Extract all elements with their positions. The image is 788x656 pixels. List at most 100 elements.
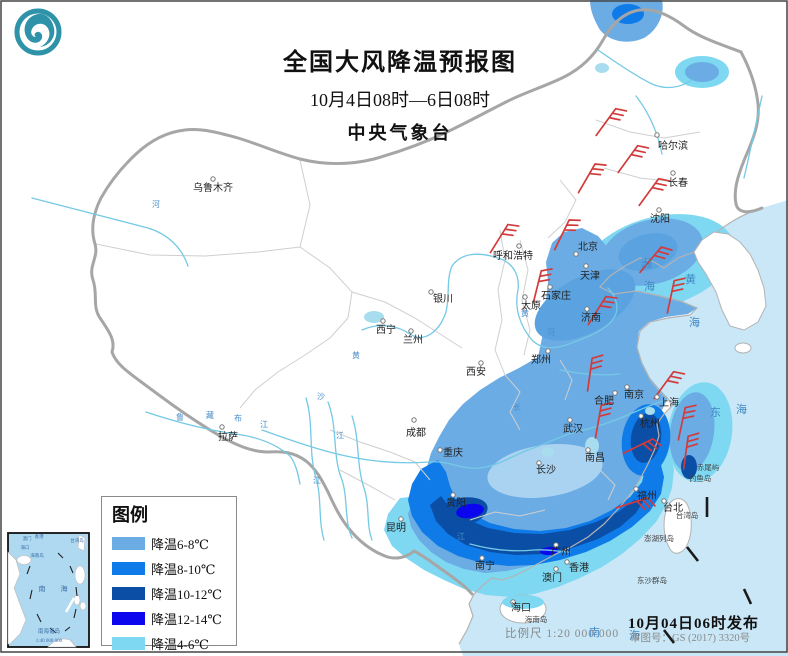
city-marker	[380, 318, 386, 324]
wind-barb-icon	[639, 246, 673, 274]
agency-name: 中央气象台	[347, 123, 453, 143]
city-marker	[536, 460, 542, 466]
legend-label: 降温6-8℃	[151, 537, 209, 552]
river-label: 江	[336, 431, 344, 440]
inset-label: 南	[39, 584, 46, 593]
city-marker	[428, 289, 434, 295]
wind-barb-icon	[594, 401, 613, 439]
city-label: 重庆	[443, 446, 463, 459]
inset-nine-dash	[26, 552, 78, 634]
inset-label: 海	[61, 584, 68, 593]
nine-dash-segment	[662, 629, 676, 644]
city-label: 武汉	[563, 422, 583, 435]
inset-label: 澳门	[23, 535, 32, 542]
city-label: 哈尔滨	[658, 139, 688, 152]
city-label: 天津	[580, 270, 600, 282]
nine-dash-segment	[742, 588, 753, 605]
city-label: 海口	[511, 601, 531, 614]
city-label: 拉萨	[218, 430, 238, 443]
sea-label: 南	[589, 626, 601, 639]
city-marker	[661, 498, 667, 504]
sea-label: 海	[644, 279, 656, 293]
hainan-cooling-cap	[502, 595, 544, 609]
city-marker	[437, 447, 443, 453]
city-marker	[564, 559, 570, 565]
legend-swatch	[112, 587, 145, 600]
city-marker	[398, 516, 404, 522]
sea-label: 海	[736, 402, 748, 416]
nine-dash-segment	[685, 546, 700, 562]
city-marker	[210, 176, 216, 182]
inset-label: 海口	[21, 544, 30, 551]
city-marker	[510, 599, 516, 605]
map-scale: 比例尺 1:20 000 000	[505, 628, 620, 640]
korea-landmass	[693, 231, 767, 331]
wind-barb-icon	[586, 354, 604, 392]
city-label: 兰州	[403, 333, 423, 346]
inset-label: 1:40 000 000	[36, 639, 63, 644]
province-borders	[95, 119, 701, 521]
legend-box: 图例 降温6-8℃ 降温8-10℃ 降温10-12℃ 降温12-14℃ 降温4-6℃	[101, 496, 237, 652]
wind-barb-icon	[532, 268, 553, 304]
taiwan-island	[663, 498, 692, 554]
wind-barb-icon	[577, 163, 607, 194]
city-label: 长沙	[536, 464, 556, 476]
island-label: 海南岛	[525, 614, 548, 624]
wind-barb-icon	[617, 144, 650, 174]
city-marker	[567, 417, 573, 423]
city-marker	[411, 417, 417, 423]
jeju-island	[734, 342, 752, 354]
river-label: 河	[152, 199, 160, 209]
river-label: 江	[457, 532, 465, 541]
city-label: 石家庄	[541, 289, 571, 302]
inset-label: 台湾岛	[70, 537, 84, 544]
legend-swatch	[112, 537, 145, 550]
wind-barb-icon	[666, 277, 686, 314]
city-marker	[654, 132, 660, 138]
rivers	[31, 49, 763, 553]
river-label: 沙	[317, 392, 325, 401]
river-label: 鲁	[176, 412, 184, 422]
inset-label: 海南岛	[30, 552, 44, 559]
cooling-band-12-14	[456, 503, 558, 556]
sea-label: 黄	[685, 272, 697, 286]
city-label: 呼和浩特	[493, 250, 533, 262]
city-marker	[516, 243, 522, 249]
city-marker	[654, 394, 660, 400]
inset-label: 香港	[35, 533, 44, 540]
city-label: 福州	[637, 489, 657, 502]
city-marker	[573, 251, 579, 257]
wind-barb-icon	[615, 496, 656, 511]
river-label: 黄	[521, 308, 529, 318]
wind-barb-icon	[587, 295, 618, 326]
city-marker	[219, 424, 225, 430]
island-label: 钓鱼岛	[689, 473, 712, 483]
sea-area	[459, 200, 788, 656]
city-marker	[585, 447, 591, 453]
river-label: 江	[313, 476, 321, 485]
inset-label: 南海诸岛	[38, 627, 61, 635]
legend-item: 降温10-12℃	[112, 581, 236, 606]
legend-item: 降温4-6℃	[112, 631, 236, 656]
legend-label: 降温4-6℃	[151, 637, 209, 652]
island-label: 东沙群岛	[637, 575, 667, 585]
sea-label: 渤	[641, 257, 653, 270]
national-border	[90, 8, 764, 596]
city-label: 广州	[551, 546, 571, 558]
city-label: 沈阳	[650, 212, 670, 225]
city-label: 银川	[433, 292, 453, 305]
city-marker	[450, 492, 456, 498]
legend-item: 降温6-8℃	[112, 531, 236, 556]
city-marker	[553, 566, 559, 572]
island-label: 澎湖列岛	[644, 533, 674, 543]
wind-barb-icon	[682, 432, 700, 470]
city-marker	[633, 486, 639, 492]
wind-barb-icon	[489, 223, 520, 254]
wind-barb-icon	[677, 404, 697, 441]
city-label: 香港	[569, 562, 589, 574]
city-label: 西安	[466, 365, 486, 378]
